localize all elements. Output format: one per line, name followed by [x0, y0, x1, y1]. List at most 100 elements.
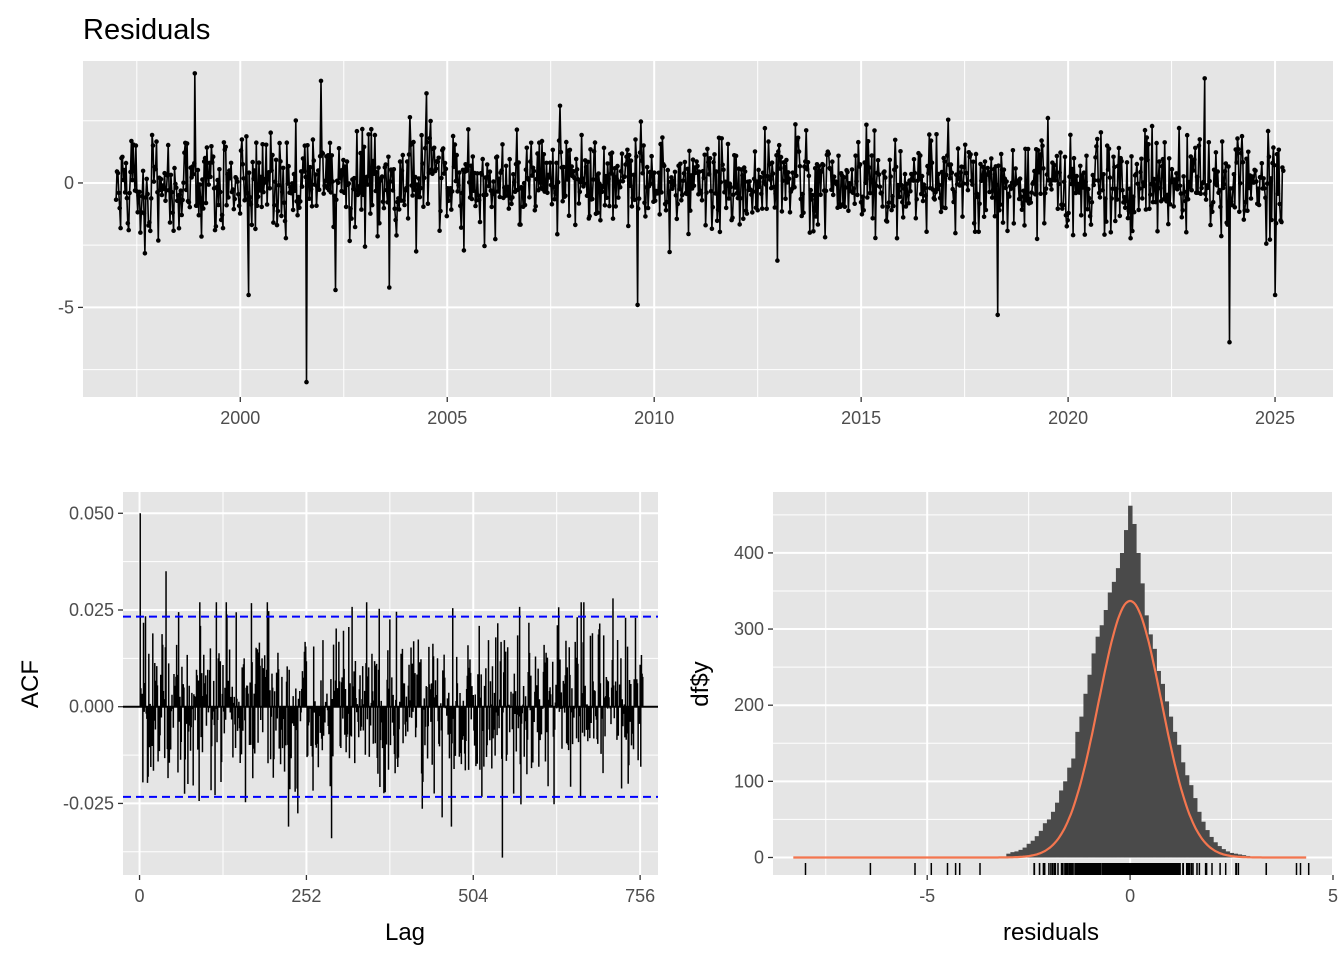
residual-point: [957, 183, 963, 188]
residual-point: [1007, 194, 1012, 199]
residual-point: [1238, 150, 1244, 156]
residual-point: [1271, 145, 1276, 150]
residual-point: [1240, 160, 1246, 165]
residual-point: [422, 145, 428, 151]
residual-point: [226, 195, 231, 200]
residual-point: [1010, 148, 1016, 153]
residual-point: [1253, 168, 1258, 174]
residual-point: [897, 194, 902, 200]
residual-point: [1255, 186, 1261, 191]
residual-point: [1029, 190, 1034, 195]
residual-point: [240, 162, 246, 167]
residual-point: [1279, 219, 1284, 225]
residual-point: [609, 150, 615, 155]
residual-point: [156, 238, 161, 243]
residual-point: [360, 126, 365, 132]
residual-point: [616, 195, 621, 200]
residual-point: [958, 170, 964, 175]
residual-point: [574, 167, 580, 172]
residual-point: [1091, 182, 1096, 188]
residual-point: [402, 202, 407, 208]
residual-point: [925, 163, 930, 169]
residual-point: [972, 229, 978, 234]
residual-point: [247, 195, 253, 200]
residual-point: [1114, 197, 1120, 202]
residual-point: [433, 166, 439, 171]
residual-point: [1049, 187, 1054, 192]
residual-point: [1071, 155, 1077, 161]
residual-point: [927, 132, 932, 137]
residual-point: [785, 180, 790, 185]
residual-point: [307, 196, 312, 201]
residual-point: [442, 160, 448, 166]
residual-point: [859, 212, 865, 217]
histogram-bar: [1006, 853, 1011, 858]
residual-point: [1171, 204, 1176, 209]
residual-point: [259, 204, 265, 210]
residual-point: [1109, 196, 1114, 201]
residual-point: [1047, 177, 1052, 183]
residual-point: [170, 210, 175, 216]
residual-point: [1095, 136, 1100, 142]
residual-point: [744, 211, 750, 216]
y-tick-label: -0.025: [63, 793, 114, 813]
residual-point: [455, 189, 460, 194]
residual-point: [136, 193, 141, 198]
residual-point: [640, 170, 645, 176]
histogram-bar: [1079, 716, 1084, 858]
residual-point: [1131, 194, 1136, 200]
residual-point: [797, 163, 803, 169]
residual-point: [492, 190, 497, 196]
y-tick-label: 0: [64, 173, 74, 193]
residual-point: [1151, 176, 1157, 182]
residual-point: [719, 136, 724, 141]
residual-point: [731, 192, 736, 197]
residual-point: [1089, 200, 1095, 205]
residual-point: [854, 178, 859, 184]
residual-point: [1250, 174, 1256, 179]
residual-point: [450, 133, 456, 139]
residual-point: [858, 200, 864, 205]
residual-point: [599, 189, 605, 195]
residual-point: [1025, 146, 1031, 152]
residual-point: [801, 210, 806, 216]
residual-point: [1031, 179, 1036, 185]
residual-point: [126, 227, 131, 233]
residual-point: [367, 173, 372, 178]
residual-point: [1001, 167, 1007, 172]
histogram-bar: [1107, 592, 1113, 858]
residual-point: [943, 205, 948, 211]
residual-point: [1005, 228, 1010, 234]
residual-point: [635, 302, 640, 308]
residual-point: [1113, 186, 1119, 192]
y-tick-label: 0: [754, 847, 764, 867]
residual-point: [1160, 156, 1166, 162]
residual-point: [906, 200, 911, 206]
residual-point: [439, 175, 444, 181]
residual-point: [422, 175, 427, 181]
residual-point: [454, 152, 460, 158]
residual-point: [520, 187, 525, 192]
residual-point: [374, 170, 380, 175]
residual-point: [1225, 222, 1230, 227]
residual-point: [945, 153, 950, 158]
residual-point: [480, 156, 486, 162]
histogram-bar: [1217, 846, 1222, 858]
residual-point: [1148, 181, 1154, 187]
residual-point: [131, 168, 137, 174]
residual-point: [555, 179, 561, 185]
residual-point: [440, 146, 446, 151]
residual-point: [682, 159, 688, 165]
acf-y-axis-title: ACF: [17, 660, 44, 708]
residual-point: [218, 189, 223, 195]
residual-point: [256, 160, 262, 165]
residual-point: [813, 214, 819, 219]
histogram-bar: [1055, 802, 1060, 858]
residual-point: [584, 193, 590, 198]
residual-point: [652, 170, 657, 175]
histogram-x-axis-title: residuals: [1003, 919, 1099, 946]
residual-point: [902, 171, 908, 177]
residual-point: [321, 191, 327, 196]
residual-point: [1060, 206, 1065, 211]
